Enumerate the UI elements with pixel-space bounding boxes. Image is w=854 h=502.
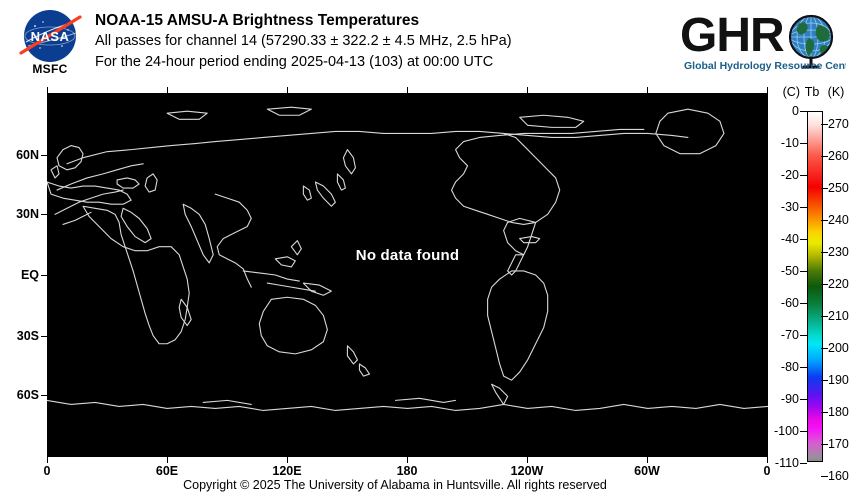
lon-tick-top-180 [407, 87, 408, 93]
lon-label-120e: 120E [272, 464, 302, 478]
lon-tick-top-360 [767, 87, 768, 93]
colorbar-unit-tb: Tb [804, 85, 820, 99]
lon-label-60e: 60E [155, 464, 179, 478]
cb-tick-c-m90 [800, 399, 807, 400]
lon-tick-top-0 [47, 87, 48, 93]
cb-tick-c-m50 [800, 271, 807, 272]
lon-label-360: 0 [763, 464, 771, 478]
cb-label-c-m40: -40 [780, 232, 799, 246]
lon-tick-60e [167, 457, 168, 463]
cb-label-k-160: 160 [828, 469, 849, 483]
title-block: NOAA-15 AMSU-A Brightness Temperatures A… [95, 10, 655, 73]
cb-label-c-m70: -70 [780, 328, 799, 342]
cb-tick-k-270 [821, 124, 828, 125]
lon-tick-0 [47, 457, 48, 463]
ghrc-tagline: Global Hydrology Resource Center [684, 60, 846, 72]
cb-label-k-240: 240 [828, 213, 849, 227]
cb-tick-k-190 [821, 380, 828, 381]
cb-tick-c-m40 [800, 239, 807, 240]
lon-label-60w: 60W [634, 464, 660, 478]
cb-tick-k-200 [821, 348, 828, 349]
cb-tick-k-210 [821, 316, 828, 317]
cb-label-k-180: 180 [828, 405, 849, 419]
cb-tick-c-m10 [800, 143, 807, 144]
lat-label-60n: 60N [16, 148, 39, 162]
lat-tick-30n [41, 214, 47, 215]
period-subtitle: For the 24-hour period ending 2025-04-13… [95, 54, 494, 70]
channel-subtitle: All passes for channel 14 (57290.33 ± 32… [95, 33, 512, 49]
cb-label-k-210: 210 [828, 309, 849, 323]
copyright-notice: Copyright © 2025 The University of Alaba… [183, 478, 607, 492]
cb-label-c-m20: -20 [780, 168, 799, 182]
cb-tick-k-260 [821, 156, 828, 157]
lat-tick-eq [41, 275, 47, 276]
lon-label-180: 180 [396, 464, 418, 478]
lon-tick-top-120e [287, 87, 288, 93]
lat-label-30s: 30S [16, 329, 39, 343]
cb-tick-c-m100 [800, 431, 807, 432]
lon-tick-120e [287, 457, 288, 463]
lon-tick-top-60w [647, 87, 648, 93]
cb-label-k-270: 270 [828, 117, 849, 131]
page-title: NOAA-15 AMSU-A Brightness Temperatures [95, 12, 420, 29]
cb-tick-k-240 [821, 220, 828, 221]
lat-tick-30s [41, 336, 47, 337]
cb-label-c-m80: -80 [780, 360, 799, 374]
lat-label-eq: EQ [20, 268, 39, 282]
cb-label-c-m30: -30 [780, 200, 799, 214]
lat-tick-60n [41, 155, 47, 156]
lat-label-30n: 30N [16, 207, 39, 221]
lon-label-120w: 120W [510, 464, 544, 478]
lon-tick-360 [767, 457, 768, 463]
cb-tick-c-m70 [800, 335, 807, 336]
coastline-layer [47, 106, 768, 412]
cb-tick-k-160 [821, 476, 828, 477]
cb-label-k-170: 170 [828, 437, 849, 451]
cb-tick-c-m30 [800, 207, 807, 208]
cb-tick-c-m80 [800, 367, 807, 368]
cb-label-k-260: 260 [828, 149, 849, 163]
lon-tick-120w [527, 457, 528, 463]
cb-label-k-220: 220 [828, 277, 849, 291]
cb-tick-k-180 [821, 412, 828, 413]
cb-tick-k-250 [821, 188, 828, 189]
cb-tick-k-230 [821, 252, 828, 253]
nasa-center-label: MSFC [32, 62, 68, 76]
cb-label-k-250: 250 [828, 181, 849, 195]
colorbar-header: (C) Tb (K) [776, 85, 854, 99]
cb-tick-k-220 [821, 284, 828, 285]
lon-label-0: 0 [43, 464, 51, 478]
cb-label-k-190: 190 [828, 373, 849, 387]
cb-tick-c-0 [800, 111, 807, 112]
svg-text:GHR: GHR [680, 9, 784, 62]
cb-label-c-m90: -90 [780, 392, 799, 406]
colorbar-gradient[interactable] [807, 111, 823, 462]
cb-tick-c-m20 [800, 175, 807, 176]
cb-label-c-m10: -10 [780, 136, 799, 150]
cb-label-c-m110: -110 [774, 456, 799, 470]
cb-label-c-m60: -60 [780, 296, 799, 310]
cb-label-c-m50: -50 [780, 264, 799, 278]
lon-tick-60w [647, 457, 648, 463]
ghrc-logo[interactable]: GHR Global Hydrology Resource Center [678, 5, 846, 77]
nasa-meatball-logo: NASA [10, 8, 90, 80]
cb-label-k-230: 230 [828, 245, 849, 259]
lon-tick-top-120w [527, 87, 528, 93]
svg-text:NASA: NASA [31, 29, 70, 44]
cb-label-c-m100: -100 [773, 424, 799, 438]
lat-label-60s: 60S [16, 388, 39, 402]
lat-tick-60s [41, 395, 47, 396]
lon-tick-180 [407, 457, 408, 463]
cb-label-k-200: 200 [828, 341, 849, 355]
no-data-message: No data found [355, 247, 460, 264]
lon-tick-top-60e [167, 87, 168, 93]
world-map[interactable]: No data found [47, 93, 768, 457]
cb-tick-c-m110 [800, 463, 807, 464]
colorbar-unit-celsius: (C) [782, 85, 800, 99]
cb-tick-c-m60 [800, 303, 807, 304]
cb-tick-k-170 [821, 444, 828, 445]
cb-label-c-0: 0 [792, 104, 799, 118]
colorbar-unit-kelvin: (K) [827, 85, 845, 99]
